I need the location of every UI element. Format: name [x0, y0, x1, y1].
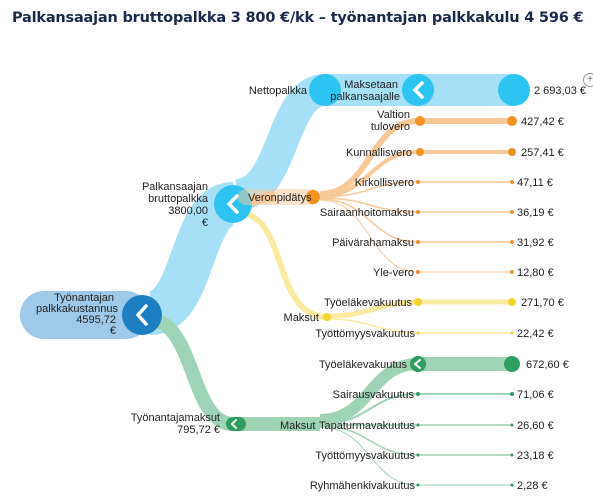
flow-emp-ryhmahenki — [319, 426, 419, 486]
root-label-line1: Työnantajan — [54, 292, 114, 304]
employee-leaf-value: 22,42 € — [517, 328, 554, 340]
gross-label-line2: bruttopalkka — [148, 193, 209, 205]
employer-leaf-value: 672,60 € — [526, 359, 569, 371]
employee-leaf-tyoelake[interactable]: Työeläkevakuutus 271,70 € — [324, 297, 564, 309]
flow-tax-kunnallis — [319, 150, 419, 198]
root-label-line3: 4595,72 — [76, 314, 116, 326]
net-label: Nettopalkka — [249, 85, 308, 97]
employee-leaf-label: Työttömyysvakuutus — [315, 328, 415, 340]
tax-leaf-kirkollis[interactable]: Kirkollisvero 47,11 € — [355, 177, 553, 189]
tax-leaf-value: 257,41 € — [521, 147, 564, 159]
node-employee-payments[interactable]: Maksut — [284, 312, 331, 324]
tax-leaf-value: 427,42 € — [521, 116, 564, 128]
collapse-chevron-icon — [226, 194, 239, 214]
tax-leaf-label: Päivärahamaksu — [332, 237, 414, 249]
node-employer-fees[interactable]: Työnantajamaksut 795,72 € — [131, 412, 246, 436]
employer-payment-leaves: Työeläkevakuutus 672,60 € Sairausvakuutu… — [310, 356, 569, 492]
employer-leaf-label: Tapaturmavakuutus — [319, 420, 415, 432]
collapse-chevron-icon — [412, 81, 424, 99]
tax-leaf-value: 31,92 € — [517, 237, 554, 249]
node-employer-payments[interactable]: Maksut — [280, 420, 315, 432]
flow-tax-yle — [319, 199, 419, 273]
tax-leaf-label: Kunnallisvero — [346, 147, 412, 159]
gross-label-line4: € — [202, 217, 208, 229]
employee-payment-leaves: Työeläkevakuutus 271,70 € Työttömyysvaku… — [315, 297, 563, 340]
tax-leaf-label: Sairaanhoitomaksu — [320, 207, 414, 219]
employer-leaf-label: Työeläkevakuutus — [319, 359, 408, 371]
employer-leaf-value: 26,60 € — [517, 420, 554, 432]
employer-leaf-tapaturma[interactable]: Tapaturmavakuutus 26,60 € — [319, 420, 554, 432]
node-withholding[interactable]: Veronpidätys — [238, 189, 320, 205]
paid-label-line1: Maksetaan — [344, 79, 398, 91]
flow-tax-kirkollis — [319, 181, 419, 198]
tax-leaf-paivaraha[interactable]: Päivärahamaksu 31,92 € — [332, 237, 554, 249]
flow-root-to-gross — [146, 182, 237, 335]
root-label-line2: palkkakustannus — [36, 303, 118, 315]
flow-gross-to-payments — [235, 209, 329, 320]
node-net-salary[interactable]: Nettopalkka — [249, 74, 341, 106]
payments-label: Maksut — [284, 312, 319, 324]
employer-leaf-label: Sairausvakuutus — [333, 389, 415, 401]
zoom-expand-icon[interactable]: + — [583, 73, 593, 87]
flow-pay-tyoelake — [327, 299, 419, 319]
employer-fees-label-line1: Työnantajamaksut — [131, 412, 220, 424]
employee-leaf-value: 271,70 € — [521, 297, 564, 309]
flow-pay-tyottomyys — [327, 318, 419, 334]
flow-root-to-employer-fees — [148, 313, 235, 431]
paid-label-line2: palkansaajalle — [330, 91, 400, 103]
tax-leaf-value: 12,80 € — [517, 267, 554, 279]
gross-label-line1: Palkansaajan — [142, 181, 208, 193]
employer-leaf-ryhmahenki[interactable]: Ryhmähenkivakuutus 2,28 € — [310, 480, 548, 492]
root-label-line4: € — [110, 325, 116, 337]
employer-leaf-value: 2,28 € — [517, 480, 548, 492]
employer-leaf-label: Työttömyysvakuutus — [315, 450, 415, 462]
tax-leaf-label: Yle-vero — [373, 267, 414, 279]
node-root[interactable]: Työnantajan palkkakustannus 4595,72 € — [20, 291, 162, 339]
employer-leaf-label: Ryhmähenkivakuutus — [310, 480, 416, 492]
tax-leaf-label: tulovero — [371, 121, 410, 133]
net-paid-end-bar — [498, 74, 530, 106]
tax-leaf-valtion[interactable]: Valtion tulovero 427,42 € — [371, 109, 564, 133]
employer-leaf-value: 71,06 € — [517, 389, 554, 401]
employee-leaf-tyottomyys[interactable]: Työttömyysvakuutus 22,42 € — [315, 328, 553, 340]
chart-title: Palkansaajan bruttopalkka 3 800 €/kk – t… — [12, 10, 584, 26]
flow-tax-sairaanhoito — [319, 197, 419, 213]
net-paid-value: 2 693,03 € — [534, 85, 586, 97]
tax-leaf-label: Kirkollisvero — [355, 177, 414, 189]
flow-gross-to-net — [233, 74, 328, 211]
flow-emp-tyoelake — [319, 358, 419, 426]
collapse-chevron-icon — [135, 304, 148, 326]
tax-leaf-kunnallis[interactable]: Kunnallisvero 257,41 € — [346, 147, 564, 159]
collapse-chevron-icon — [230, 419, 237, 429]
flow-emp-tyottomyys — [319, 425, 419, 456]
employer-leaf-sairaus[interactable]: Sairausvakuutus 71,06 € — [333, 389, 554, 401]
payments-green-label: Maksut — [280, 420, 315, 432]
flow-tax-valtion — [319, 118, 419, 197]
employer-leaf-tyottomyys[interactable]: Työttömyysvakuutus 23,18 € — [315, 450, 553, 462]
gross-label-line3: 3800,00 — [168, 205, 208, 217]
tax-leaf-label: Valtion — [377, 109, 410, 121]
tax-leaf-sairaanhoito[interactable]: Sairaanhoitomaksu 36,19 € — [320, 207, 554, 219]
employer-leaf-tyoelake[interactable]: Työeläkevakuutus 672,60 € — [319, 356, 569, 372]
tax-leaf-yle[interactable]: Yle-vero 12,80 € — [373, 267, 554, 279]
collapse-chevron-icon — [413, 359, 421, 369]
employee-leaf-label: Työeläkevakuutus — [324, 297, 413, 309]
withholding-label: Veronpidätys — [248, 192, 312, 204]
employer-fees-label-line2: 795,72 € — [177, 424, 220, 436]
employer-leaf-value: 23,18 € — [517, 450, 554, 462]
tax-leaf-group: Valtion tulovero 427,42 € Kunnallisvero … — [320, 109, 564, 279]
flow-tax-paivaraha — [319, 198, 419, 243]
tax-leaf-value: 36,19 € — [517, 207, 554, 219]
tax-leaf-value: 47,11 € — [517, 177, 553, 189]
flow-emp-sairaus — [319, 393, 419, 425]
node-paid-to-employee[interactable]: Maksetaan palkansaajalle 2 693,03 € — [330, 74, 586, 106]
